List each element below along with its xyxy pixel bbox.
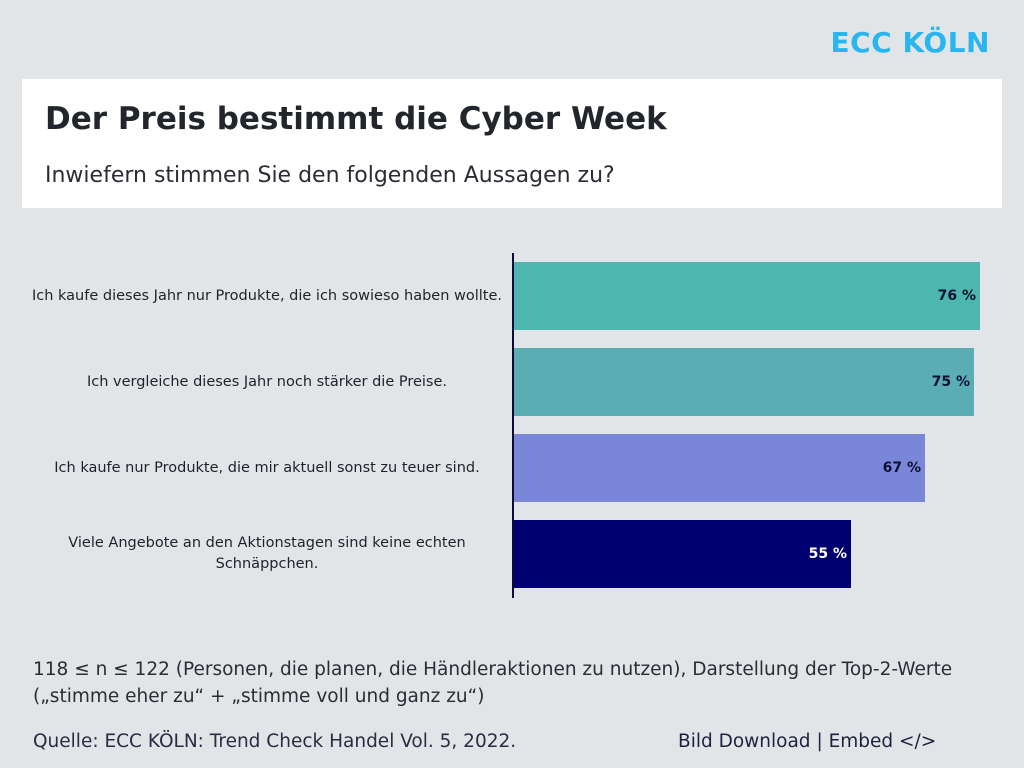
bar-value-label: 75 % <box>931 374 970 390</box>
bar-value-label: 67 % <box>882 460 921 476</box>
link-separator: | <box>816 731 823 752</box>
header-box: Der Preis bestimmt die Cyber Week Inwief… <box>22 79 1002 208</box>
footer-links: Bild Download | Embed </> <box>678 731 936 752</box>
y-axis-line <box>512 253 514 598</box>
sample-note: 118 ≤ n ≤ 122 (Personen, die planen, die… <box>33 659 953 707</box>
image-download-link[interactable]: Bild Download <box>678 731 811 752</box>
bar: 75 % <box>514 348 974 416</box>
category-label: Ich vergleiche dieses Jahr noch stärker … <box>86 373 448 390</box>
category-label: Ich kaufe dieses Jahr nur Produkte, die … <box>31 287 503 304</box>
bar-value-label: 55 % <box>808 546 847 562</box>
page-title: Der Preis bestimmt die Cyber Week <box>45 101 667 137</box>
category-label: Viele Angebote an den Aktionstagen sind … <box>68 535 466 572</box>
bar: 55 % <box>514 520 851 588</box>
bar: 76 % <box>514 262 980 330</box>
embed-link[interactable]: Embed </> <box>828 731 937 752</box>
bar: 67 % <box>514 434 925 502</box>
page-subtitle: Inwiefern stimmen Sie den folgenden Auss… <box>45 163 615 188</box>
ecc-koeln-logo: ECC KÖLN <box>830 26 990 59</box>
source-text: Quelle: ECC KÖLN: Trend Check Handel Vol… <box>33 731 517 752</box>
category-label: Ich kaufe nur Produkte, die mir aktuell … <box>54 459 480 476</box>
bar-value-label: 76 % <box>937 288 976 304</box>
